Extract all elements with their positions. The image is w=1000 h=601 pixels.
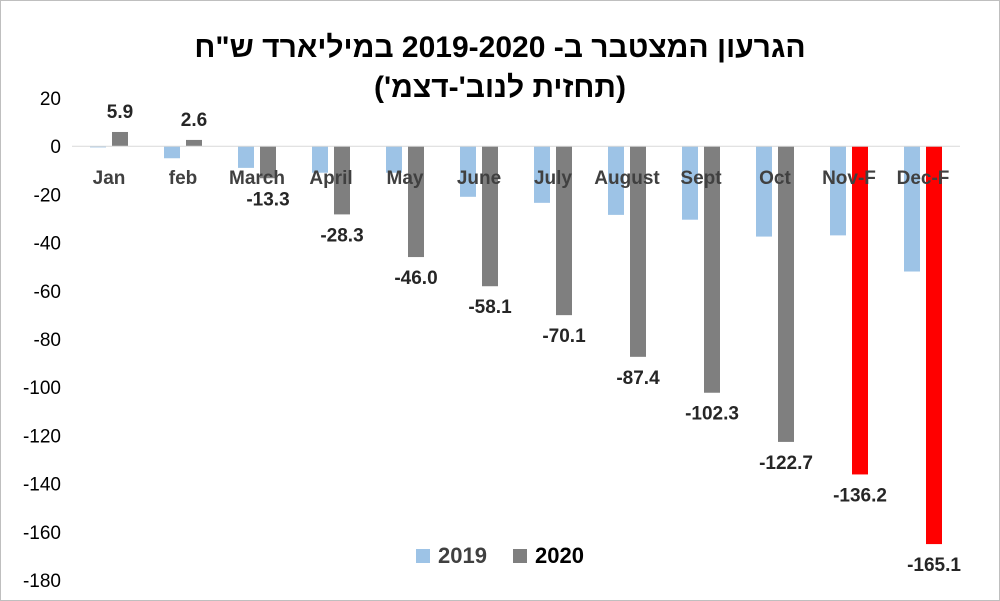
y-tick-label: -120 — [23, 426, 61, 447]
data-label-2020-oct: -122.7 — [759, 453, 813, 474]
data-label-2020-feb: 2.6 — [181, 110, 207, 131]
y-axis: 20 0 -20 -40 -60 -80 -100 -120 -140 -160 -180 — [23, 89, 61, 592]
bar-2020-april — [334, 146, 350, 215]
bar-2019-nov-f — [830, 146, 846, 236]
x-category-label: Jan — [93, 168, 126, 189]
data-label-2020-march: -13.3 — [246, 189, 289, 210]
legend-item-2020: 2020 — [513, 543, 584, 569]
category-labels: Jan feb March April May June July August Sept Oct… — [93, 168, 950, 189]
bar-2019-june — [460, 146, 476, 197]
data-label-2020-june: -58.1 — [468, 297, 512, 318]
bar-2020-may — [408, 146, 424, 258]
bar-2019-may — [386, 146, 402, 173]
data-label-2020-july: -70.1 — [542, 326, 586, 347]
bar-2019-oct — [756, 146, 772, 237]
legend-item-2019: 2019 — [416, 543, 487, 569]
y-tick-label: 0 — [50, 137, 61, 158]
y-tick-label: -60 — [34, 282, 61, 303]
y-tick-label: -100 — [23, 378, 61, 399]
legend-swatch-2019 — [416, 549, 431, 563]
bar-2020-oct — [778, 146, 794, 442]
bar-2019-july — [534, 146, 550, 203]
bar-2019-sept — [682, 146, 698, 220]
data-label-2020-nov-f: -136.2 — [833, 485, 887, 506]
bar-2020-march — [260, 146, 276, 179]
x-category-label: Dec-F — [897, 168, 950, 189]
x-category-label: Nov-F — [822, 168, 876, 189]
x-category-label: August — [594, 168, 660, 189]
x-category-label: July — [534, 168, 572, 189]
bar-2019-dec-f — [904, 146, 920, 272]
legend-label-2020: 2020 — [535, 543, 584, 568]
data-label-2020-august: -87.4 — [616, 368, 660, 389]
bar-2019-april — [312, 146, 328, 173]
bar-2020-jan — [112, 131, 128, 147]
bar-2020-sept — [704, 146, 720, 393]
x-category-label: May — [387, 168, 424, 189]
x-category-label: March — [229, 168, 285, 189]
x-category-label: feb — [169, 168, 198, 189]
chart-title: הגרעון המצטבר ב- 2019-2020 במיליארד ש"ח — [194, 31, 806, 64]
bar-2019-august — [608, 146, 624, 215]
bar-2019-jan — [90, 146, 106, 148]
bars-layer — [90, 131, 942, 545]
data-label-2020-dec-f: -165.1 — [907, 555, 961, 576]
bar-2020-nov-f — [852, 146, 868, 475]
legend: 2019 2020 — [0, 543, 1000, 569]
x-category-label: June — [457, 168, 501, 189]
bar-2020-june — [482, 146, 498, 287]
y-tick-label: -160 — [23, 523, 61, 544]
bar-2020-july — [556, 146, 572, 316]
bar-2020-feb — [186, 139, 202, 147]
bar-2020-august — [630, 146, 646, 357]
data-label-2020-jan: 5.9 — [107, 102, 133, 123]
data-label-2020-april: -28.3 — [320, 225, 363, 246]
bar-2020-dec-f — [926, 146, 942, 545]
legend-swatch-2020 — [513, 549, 527, 563]
y-tick-label: -40 — [34, 234, 61, 255]
bar-2019-march — [238, 146, 254, 168]
chart-subtitle: (תחזית לנוב'-דצמ') — [374, 71, 626, 104]
y-tick-label: -180 — [23, 571, 61, 592]
data-label-2020-may: -46.0 — [394, 268, 437, 289]
y-tick-label: -20 — [34, 185, 61, 206]
x-category-label: April — [309, 168, 352, 189]
bar-2019-feb — [164, 146, 180, 159]
data-label-2020-sept: -102.3 — [685, 404, 739, 425]
x-category-label: Oct — [759, 168, 791, 189]
data-labels: 5.9 2.6 -13.3 -28.3 -46.0 -58.1 -70.1 -87.4 -102… — [107, 102, 962, 576]
legend-label-2019: 2019 — [438, 543, 487, 568]
y-tick-label: -80 — [34, 330, 61, 351]
y-tick-label: -140 — [23, 475, 61, 496]
x-category-label: Sept — [680, 168, 722, 189]
y-tick-label: 20 — [40, 89, 61, 110]
